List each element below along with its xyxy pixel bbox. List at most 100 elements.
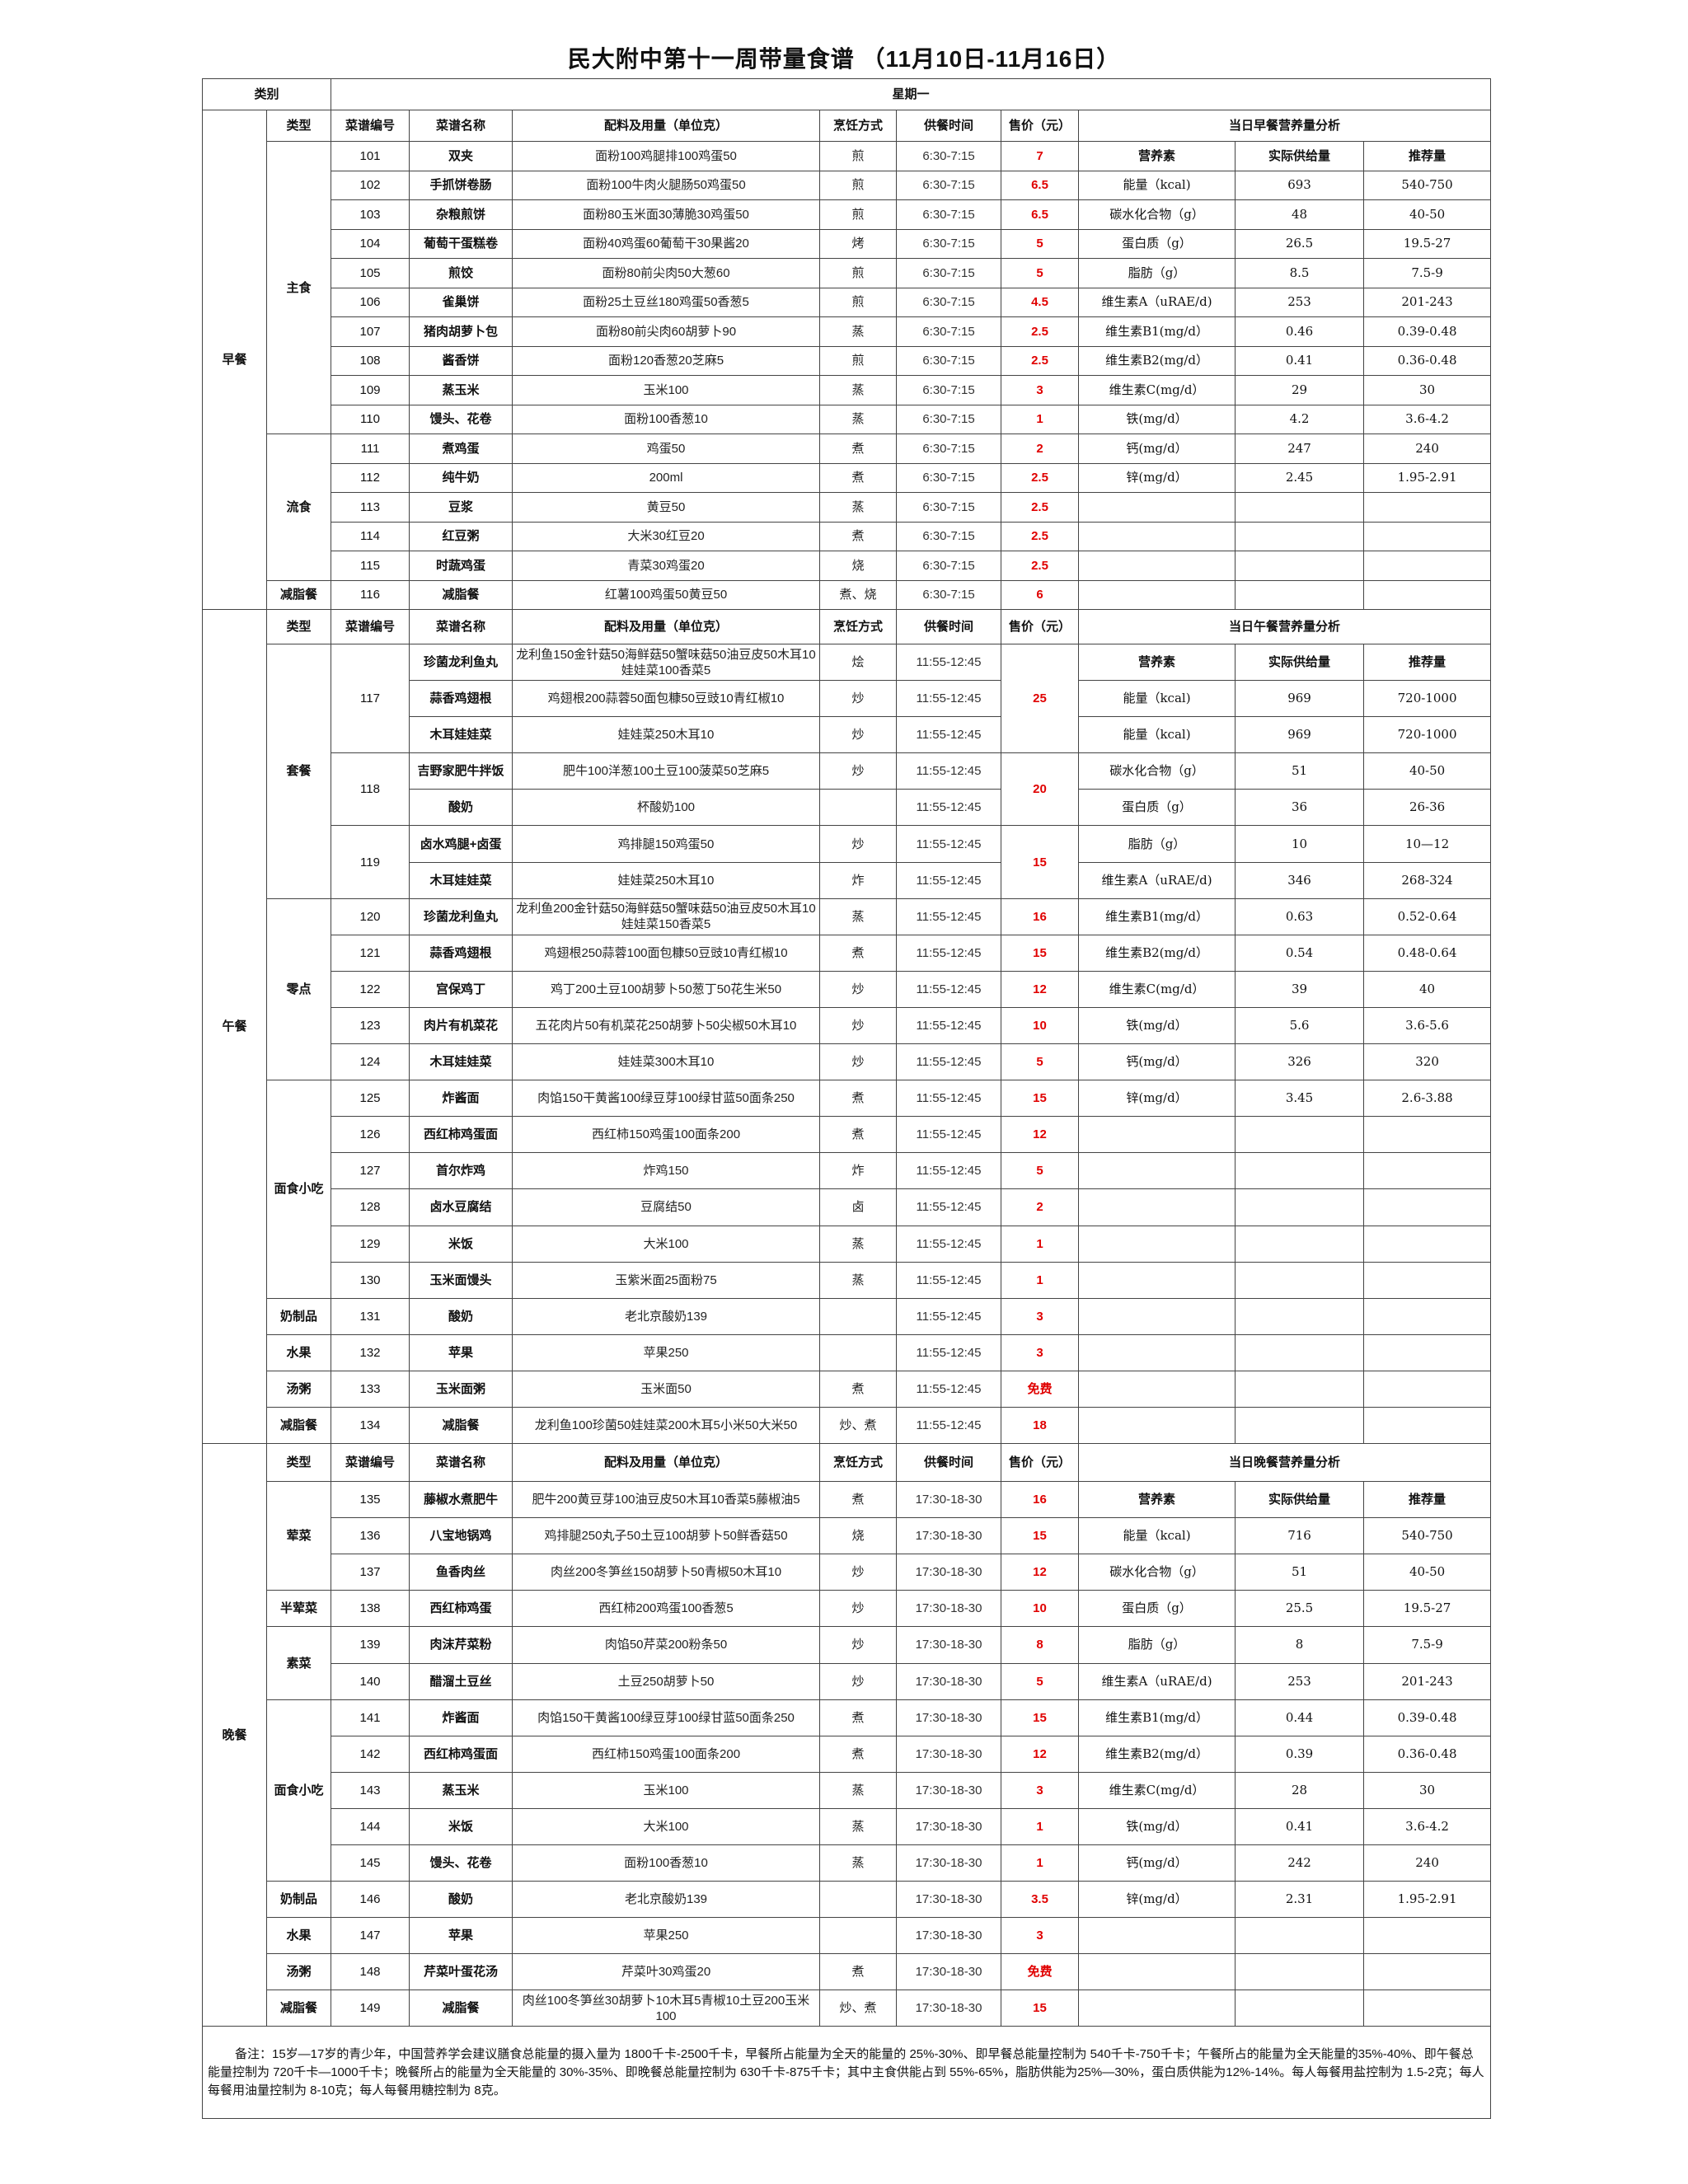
dish-id: 127 [331, 1152, 410, 1190]
dish-id: 121 [331, 934, 410, 972]
dish-name: 木耳娃娃菜 [409, 861, 513, 899]
nutrient-name: 钙(mg/d） [1078, 1844, 1236, 1882]
dish-name: 肉沫芹菜粉 [409, 1626, 513, 1664]
table-row: 流食 111 煮鸡蛋 鸡蛋50 煮 6:30-7:15 2 钙(mg/d） 247 240 [203, 434, 1492, 581]
serving-time: 11:55-12:45 [896, 1370, 1002, 1408]
nutrient-actual: 253 [1235, 1662, 1365, 1700]
nutrient-name: 维生素B1(mg/d） [1078, 898, 1236, 935]
cooking-method [819, 789, 898, 827]
nutrient-name: 蛋白质（g） [1078, 1590, 1236, 1628]
nutrient-recommended: 19.5-27 [1363, 228, 1492, 259]
nutrient-name: 锌(mg/d） [1078, 1881, 1236, 1919]
serving-time: 11:55-12:45 [896, 970, 1002, 1008]
table-row: 123 肉片有机菜花 五花肉片50有机菜花250胡萝卜50尖椒50木耳10 炒 11:5… [203, 1006, 1492, 1045]
dish-name: 苹果 [409, 1917, 513, 1955]
column-header-type: 类型 [265, 1443, 332, 1483]
nutrition-empty-cell [1078, 1917, 1236, 1955]
dish-price: 2.5 [1001, 492, 1080, 523]
table-row: 127 首尔炸鸡 炸鸡150 炸 11:55-12:45 5 [203, 1152, 1492, 1190]
dish-price: 18 [1001, 1406, 1080, 1445]
nutrition-empty-cell [1078, 1990, 1236, 2027]
table-row: 129 米饭 大米100 蒸 11:55-12:45 1 [203, 1225, 1492, 1263]
serving-time: 6:30-7:15 [896, 434, 1002, 464]
table-row: 奶制品 146 酸奶 老北京酸奶139 17:30-18-30 3.5 锌(mg/d） 2.3… [203, 1881, 1492, 1919]
cooking-method: 煮 [819, 1116, 898, 1154]
nutrient-recommended: 40-50 [1363, 1554, 1492, 1591]
cooking-method: 煮 [819, 1080, 898, 1118]
table-row: 106 雀巢饼 面粉25土豆丝180鸡蛋50香葱5 煎 6:30-7:15 4.5 维生素A… [203, 287, 1492, 317]
nutrition-header-actual: 实际供给量 [1235, 1481, 1365, 1519]
dish-type: 减脂餐 [265, 1406, 332, 1445]
dish-ingredients: 苹果250 [512, 1333, 821, 1371]
serving-time: 17:30-18-30 [896, 1699, 1002, 1736]
dish-price: 5 [1001, 1152, 1080, 1190]
dish-price: 免费 [1001, 1370, 1080, 1408]
serving-time: 17:30-18-30 [896, 1917, 1002, 1955]
nutrition-empty-cell [1363, 521, 1492, 551]
dish-price: 16 [1001, 898, 1080, 935]
dish-price: 7 [1001, 141, 1080, 171]
dish-ingredients: 鸡排腿150鸡蛋50 [512, 825, 821, 863]
dish-ingredients: 西红柿200鸡蛋100香葱5 [512, 1590, 821, 1628]
nutrient-actual: 8 [1235, 1626, 1365, 1664]
dish-id: 111 [331, 434, 410, 464]
nutrition-empty-cell [1078, 1261, 1236, 1299]
dish-id: 131 [331, 1297, 410, 1335]
cooking-method: 烩 [819, 643, 898, 682]
serving-time: 11:55-12:45 [896, 1406, 1002, 1445]
cooking-method: 煮 [819, 934, 898, 972]
nutrition-empty-cell [1363, 1990, 1492, 2027]
nutrient-name: 维生素A（uRAE/d) [1078, 1662, 1236, 1700]
nutrient-actual: 326 [1235, 1043, 1365, 1081]
dish-ingredients: 红薯100鸡蛋50黄豆50 [512, 579, 821, 610]
column-header-dish-name: 菜谱名称 [409, 110, 513, 142]
cooking-method: 炒 [819, 752, 898, 790]
nutrient-actual: 25.5 [1235, 1590, 1365, 1628]
dish-ingredients: 玉紫米面25面粉75 [512, 1261, 821, 1299]
nutrition-header-nutrient: 营养素 [1078, 643, 1236, 682]
dish-id: 110 [331, 404, 410, 434]
nutrition-analysis-title: 当日早餐营养量分析 [1078, 110, 1492, 142]
cooking-method: 蒸 [819, 1225, 898, 1263]
serving-time: 11:55-12:45 [896, 825, 1002, 863]
cooking-method: 煎 [819, 141, 898, 171]
cooking-method [819, 1333, 898, 1371]
dish-price: 3 [1001, 375, 1080, 405]
serving-time: 17:30-18-30 [896, 1626, 1002, 1664]
cooking-method: 炒 [819, 680, 898, 718]
nutrient-name: 维生素A（uRAE/d) [1078, 861, 1236, 899]
dish-name: 木耳娃娃菜 [409, 1043, 513, 1081]
table-row: 面食小吃 141 炸酱面 肉馅150干黄酱100绿豆芽100绿甘蓝50面条250 煮 17… [203, 1699, 1492, 1882]
nutrition-empty-cell [1235, 551, 1365, 581]
dish-ingredients: 鸡翅根250蒜蓉100面包糠50豆豉10青红椒10 [512, 934, 821, 972]
dish-price: 4.5 [1001, 287, 1080, 317]
serving-time: 17:30-18-30 [896, 1481, 1002, 1519]
dish-name: 红豆粥 [409, 521, 513, 551]
dish-id: 137 [331, 1554, 410, 1591]
dish-id: 128 [331, 1188, 410, 1226]
nutrient-name: 钙(mg/d） [1078, 1043, 1236, 1081]
column-header-price: 售价（元） [1001, 110, 1080, 142]
dish-price: 15 [1001, 934, 1080, 972]
serving-time: 11:55-12:45 [896, 1152, 1002, 1190]
meal-header-row: 午餐 类型 菜谱编号 菜谱名称 配料及用量（单位克） 烹饪方式 供餐时间 售价（元） 当日午餐营… [202, 608, 1492, 1445]
nutrition-empty-cell [1235, 1406, 1365, 1445]
dish-ingredients: 西红柿150鸡蛋100面条200 [512, 1735, 821, 1773]
dish-id: 106 [331, 287, 410, 317]
nutrient-actual: 10 [1235, 825, 1365, 863]
serving-time: 6:30-7:15 [896, 228, 1002, 259]
nutrition-empty-cell [1235, 492, 1365, 523]
nutrient-recommended: 3.6-5.6 [1363, 1006, 1492, 1045]
cooking-method: 炸 [819, 861, 898, 899]
table-row: 零点 120 珍菌龙利鱼丸 龙利鱼200金针菇50海鲜菇50蟹味菇50油豆皮50木耳1… [203, 898, 1492, 1081]
dish-name: 蒜香鸡翅根 [409, 934, 513, 972]
table-row: 136 八宝地锅鸡 鸡排腿250丸子50土豆100胡萝卜50鲜香菇50 烧 17:30-… [203, 1517, 1492, 1555]
column-header-type: 类型 [265, 110, 332, 142]
nutrient-name: 蛋白质（g） [1078, 228, 1236, 259]
cooking-method: 煎 [819, 287, 898, 317]
nutrition-empty-cell [1363, 1953, 1492, 1991]
table-row: 奶制品 131 酸奶 老北京酸奶139 11:55-12:45 3 [203, 1297, 1492, 1335]
dish-price: 10 [1001, 1590, 1080, 1628]
serving-time: 11:55-12:45 [896, 1297, 1002, 1335]
dish-name: 酸奶 [409, 789, 513, 827]
